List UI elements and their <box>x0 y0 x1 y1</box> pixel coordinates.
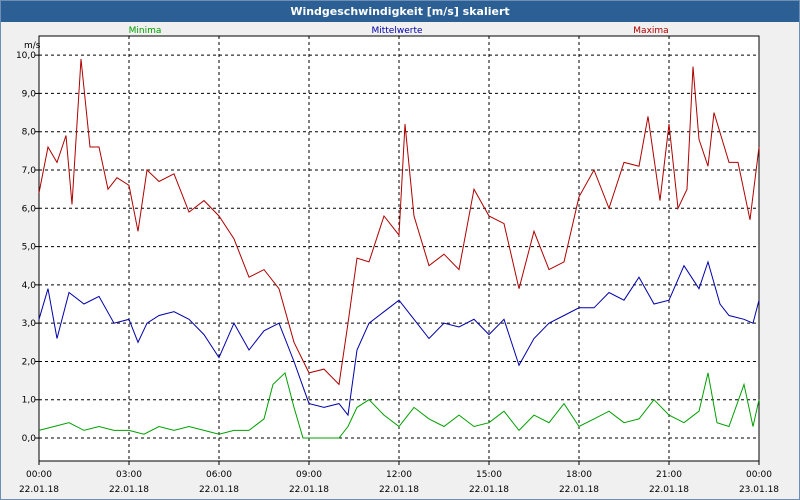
y-tick-label: 0,0 <box>22 434 37 444</box>
legend-item-minima: Minima <box>129 26 162 36</box>
series-line-maxima <box>38 58 760 386</box>
x-tick-time-label: 06:00 <box>206 470 232 480</box>
x-tick-time-label: 00:00 <box>26 470 52 480</box>
x-tick-date-label: 22.01.18 <box>289 485 329 495</box>
y-tick-label: 7,0 <box>22 166 37 176</box>
y-tick-label: 5,0 <box>22 243 37 253</box>
x-tick-time-label: 15:00 <box>476 470 502 480</box>
y-tick-label: 4,0 <box>22 281 37 291</box>
x-tick-date-label: 22.01.18 <box>199 485 239 495</box>
x-axis-ticks: 00:00 22.01.18 03:00 22.01.18 06:00 22.01.18 0… <box>19 461 779 495</box>
window-title: Windgeschwindigkeit [m/s] skaliert <box>1 1 799 22</box>
x-tick-time-label: 21:00 <box>656 470 682 480</box>
x-tick-date-label: 22.01.18 <box>109 485 149 495</box>
x-tick-date-label: 22.01.18 <box>649 485 689 495</box>
y-tick-label: 10,0 <box>16 51 36 61</box>
x-tick-date-label: 22.01.18 <box>559 485 599 495</box>
y-axis-label: m/s <box>24 41 41 51</box>
legend-item-maxima: Maxima <box>633 26 668 36</box>
legend: Minima Mittelwerte Maxima <box>129 26 669 36</box>
x-tick-time-label: 18:00 <box>566 470 592 480</box>
x-tick-time-label: 09:00 <box>296 470 322 480</box>
x-tick-date-label: 22.01.18 <box>379 485 419 495</box>
x-tick-date-label: 23.01.18 <box>739 485 779 495</box>
y-tick-label: 3,0 <box>22 319 37 329</box>
y-tick-label: 9,0 <box>22 89 37 99</box>
y-tick-label: 6,0 <box>22 204 37 214</box>
y-tick-label: 1,0 <box>22 396 37 406</box>
series-line-mittelwerte <box>38 260 760 417</box>
x-tick-date-label: 22.01.18 <box>469 485 509 495</box>
x-tick-time-label: 03:00 <box>116 470 142 480</box>
y-tick-label: 8,0 <box>22 128 37 138</box>
x-tick-time-label: 00:00 <box>746 470 772 480</box>
legend-item-mittelwerte: Mittelwerte <box>371 26 422 36</box>
series-lines <box>38 58 760 439</box>
x-tick-date-label: 22.01.18 <box>19 485 59 495</box>
x-tick-time-label: 12:00 <box>386 470 412 480</box>
grid-lines <box>39 36 759 461</box>
y-tick-label: 2,0 <box>22 357 37 367</box>
series-line-minima <box>38 371 760 439</box>
y-axis-ticks: 0,0 1,0 2,0 3,0 4,0 5,0 6,0 7,0 8,0 9,0 10,0 <box>16 51 39 444</box>
